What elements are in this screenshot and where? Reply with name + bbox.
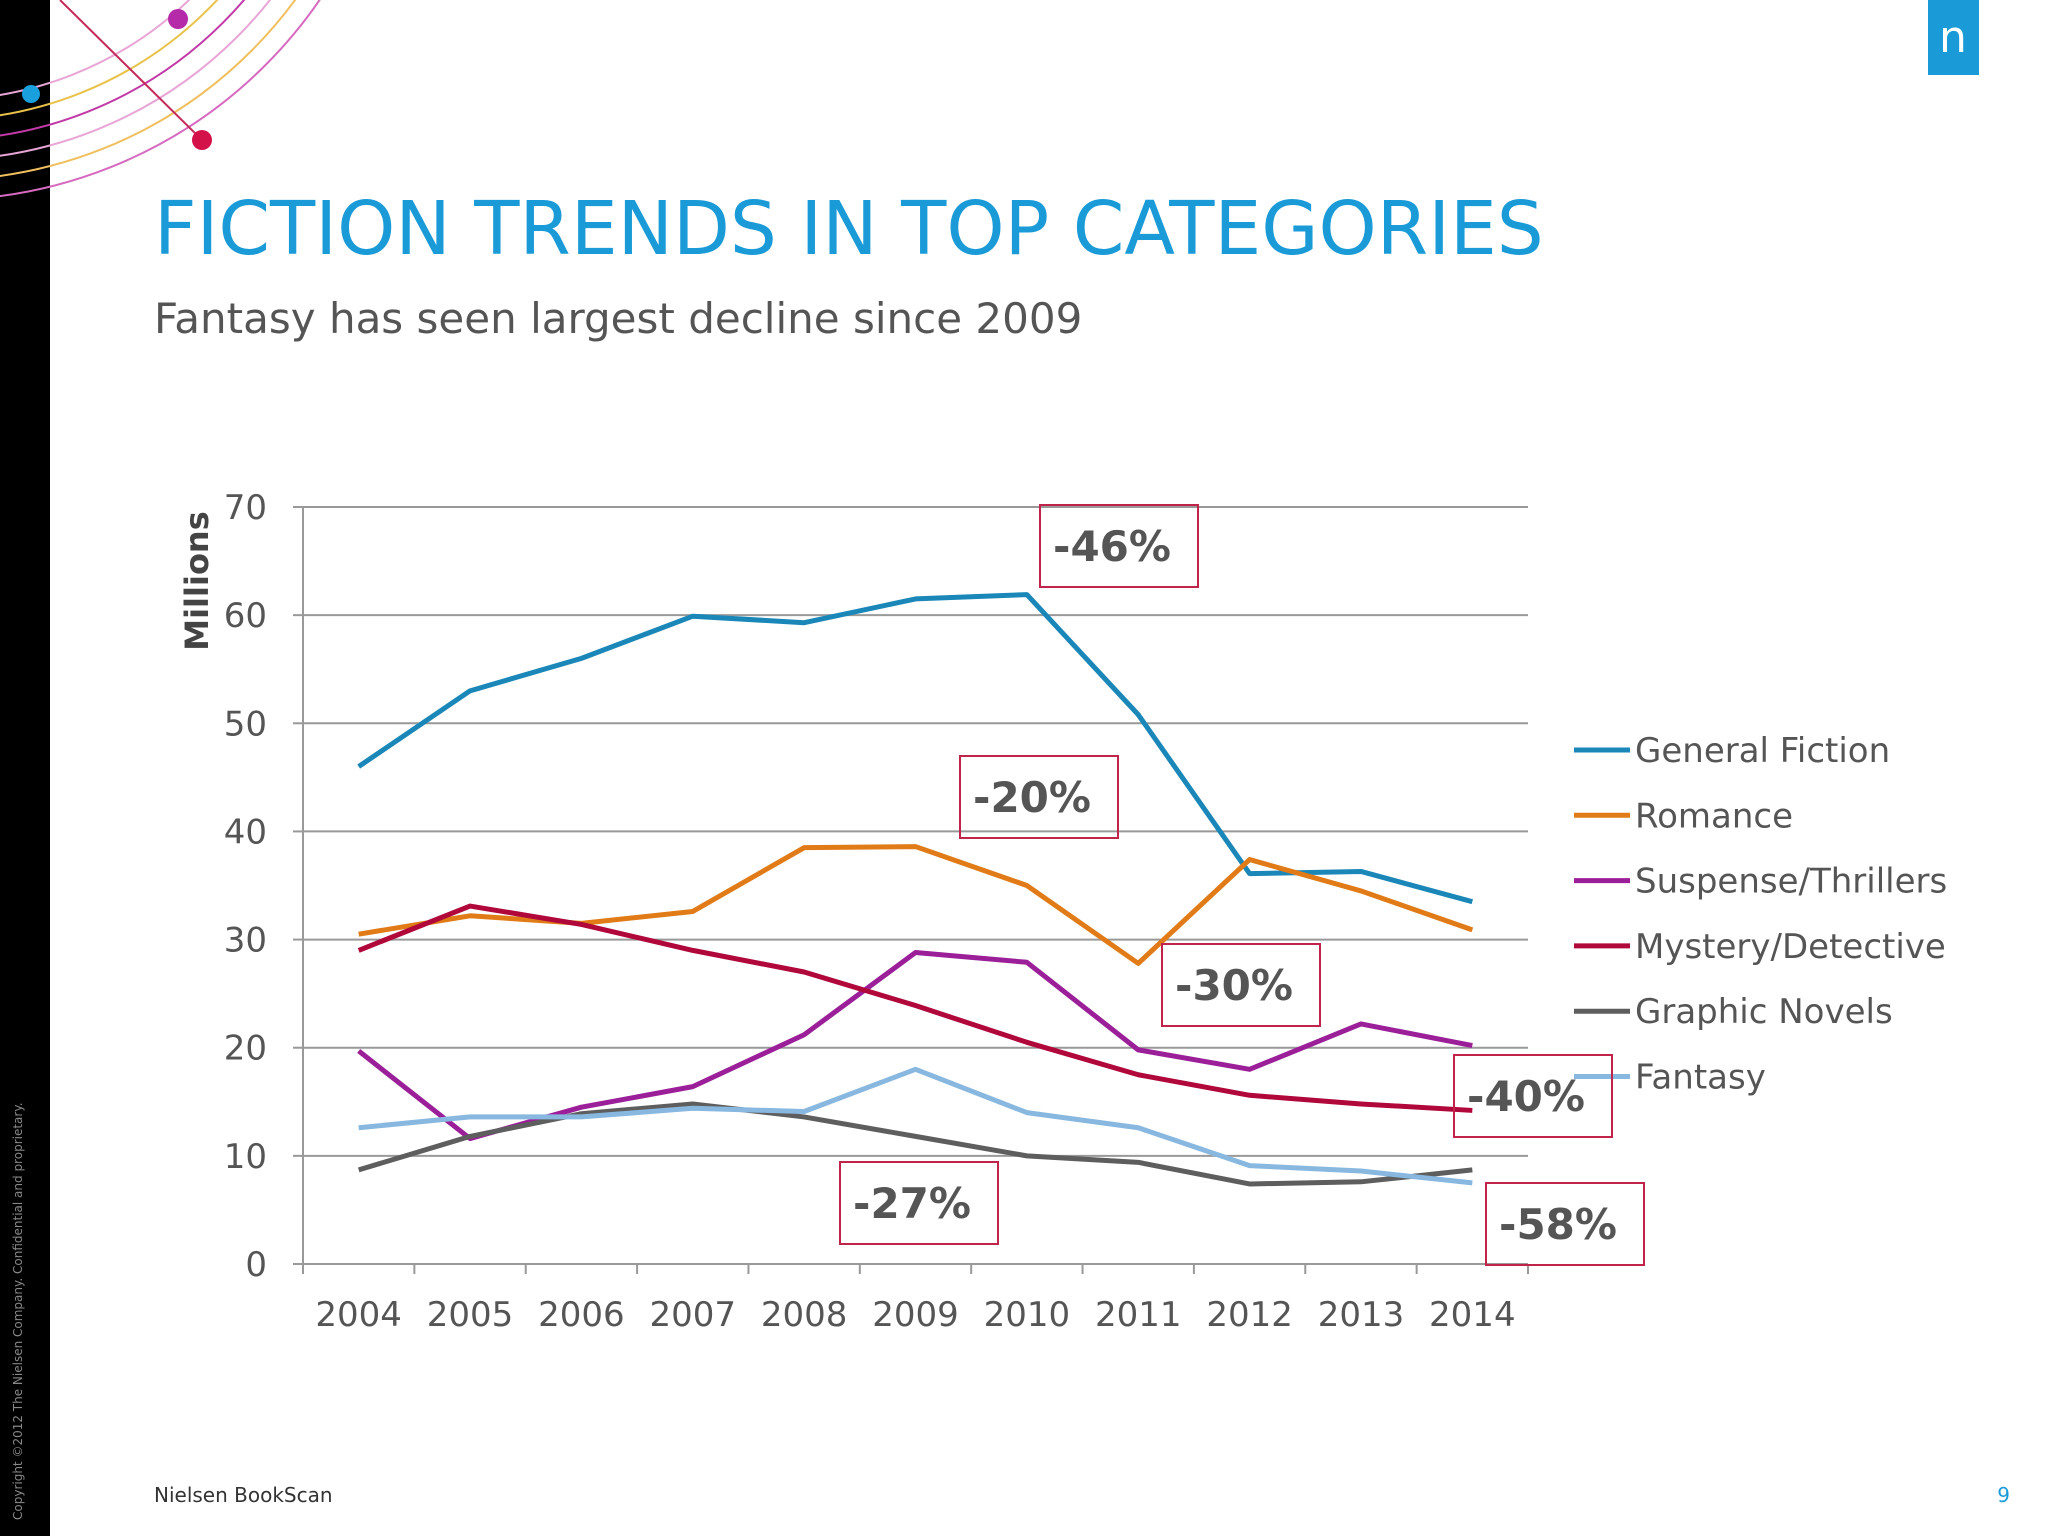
logo-text: n [1939,12,1967,63]
legend-label: Romance [1635,796,1793,836]
x-tick-label: 2009 [872,1295,959,1335]
annotation: -58% [1499,1200,1617,1249]
x-tick-label: 2007 [650,1295,737,1335]
x-tick-label: 2008 [761,1295,848,1335]
logo [1928,0,1979,75]
legend-label: Graphic Novels [1635,992,1893,1032]
x-tick-label: 2014 [1429,1295,1516,1335]
decoration [0,0,321,198]
subtitle: Fantasy has seen largest decline since 2… [154,294,1082,343]
chart-title: FICTION TRENDS IN TOP CATEGORIES [154,186,1544,272]
y-tick-label: 60 [224,596,267,636]
y-tick-label: 40 [224,812,267,852]
series-line [357,1101,1473,1187]
legend-label: General Fiction [1635,731,1890,771]
y-tick-label: 50 [224,704,267,744]
y-tick-label: 10 [224,1137,267,1177]
page-number: 9 [1997,1483,2010,1507]
x-tick-label: 2012 [1206,1295,1293,1335]
y-tick-label: 20 [224,1029,267,1069]
y-tick-label: 0 [245,1245,267,1285]
x-tick-label: 2011 [1095,1295,1182,1335]
series-line [357,903,1473,1113]
x-tick-label: 2004 [315,1295,402,1335]
annotation-box [1485,1182,1645,1266]
x-tick-label: 2006 [538,1295,625,1335]
annotation: -27% [853,1179,971,1228]
legend-label: Fantasy [1635,1058,1766,1098]
y-tick-label: 70 [224,488,267,528]
annotation: -30% [1175,961,1293,1010]
y-tick-label: 30 [224,921,267,961]
annotation: -46% [1053,522,1171,571]
annotation-box [1161,943,1321,1027]
legend-label: Mystery/Detective [1635,927,1946,967]
x-tick-label: 2010 [984,1295,1071,1335]
series-line [358,1066,1473,1186]
annotation: -20% [973,773,1091,822]
side-strip [0,0,50,1536]
copyright: Copyright ©2012 The Nielsen Company. Con… [11,1102,25,1520]
annotation-box [839,1161,999,1245]
y-axis-label: Millions [178,511,216,651]
annotation-box [1453,1054,1613,1138]
annotation-box [959,755,1119,839]
source: Nielsen BookScan [154,1483,333,1507]
series-line [357,592,1473,905]
series-line [357,950,1473,1142]
annotation: -40% [1467,1072,1585,1121]
legend-label: Suspense/Thrillers [1635,862,1947,902]
x-tick-label: 2005 [427,1295,514,1335]
series-line [358,844,1474,966]
annotation-box [1039,504,1199,588]
x-tick-label: 2013 [1318,1295,1405,1335]
